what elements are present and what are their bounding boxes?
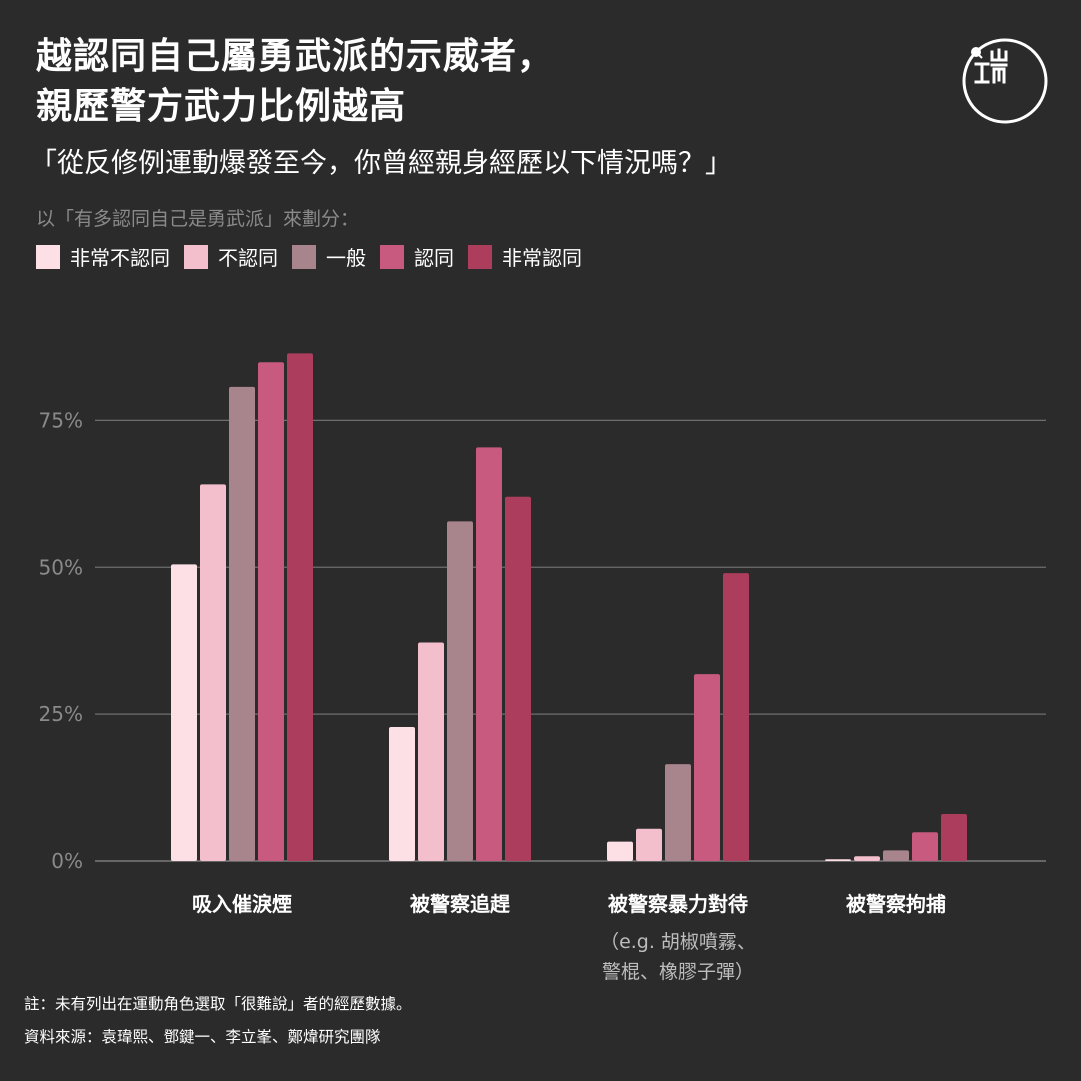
- bar-chart: 0% 25% 50% 75% 吸入催淚煙 被警察追趕 被警察暴力對待 （e.g. 胡椒噴霧、警…: [39, 353, 1046, 983]
- y-tick-label: 0%: [51, 849, 83, 873]
- legend: 非常不認同 不認同 一般 認同 非常認同: [36, 242, 596, 271]
- chart-subtitle: 「從反修例運動爆發至今，你曾經親身經歷以下情況嗎？」: [30, 148, 732, 179]
- footnote: 註：未有列出在運動角色選取「很難說」者的經歷數據。: [24, 995, 412, 1013]
- bar: [665, 764, 691, 861]
- legend-swatch: [380, 244, 404, 269]
- bar: [636, 828, 662, 861]
- legend-item: 認同: [380, 242, 454, 271]
- legend-label: 非常不認同: [70, 246, 170, 270]
- bar: [607, 841, 633, 861]
- chart-title: 越認同自己屬勇武派的示威者， 親歷警方武力比例越高: [36, 32, 554, 132]
- grouping-note: 以「有多認同自己是勇武派」來劃分：: [36, 208, 360, 230]
- legend-label: 非常認同: [502, 246, 582, 270]
- bar: [505, 496, 531, 861]
- bar: [447, 521, 473, 861]
- x-category-label: 被警察拘捕: [846, 892, 946, 916]
- bar: [941, 814, 967, 861]
- legend-label: 一般: [326, 246, 366, 270]
- legend-item: 非常認同: [468, 242, 582, 271]
- legend-swatch: [36, 244, 60, 269]
- bar: [287, 353, 313, 861]
- bar: [418, 642, 444, 861]
- legend-item: 非常不認同: [36, 242, 170, 271]
- bar: [723, 573, 749, 861]
- bar: [229, 386, 255, 861]
- bar: [258, 362, 284, 861]
- title-line-1: 越認同自己屬勇武派的示威者，: [36, 36, 555, 77]
- data-source: 資料來源：袁瑋熙、鄧鍵一、李立峯、鄭煒研究團隊: [24, 1028, 381, 1046]
- bar: [476, 447, 502, 861]
- y-tick-label: 25%: [39, 702, 83, 726]
- legend-swatch: [468, 244, 492, 269]
- bar: [854, 856, 880, 861]
- legend-label: 不認同: [218, 246, 278, 270]
- legend-item: 不認同: [184, 242, 278, 271]
- x-category-label: 吸入催淚煙: [192, 892, 292, 916]
- legend-item: 一般: [292, 242, 366, 271]
- bar: [912, 832, 938, 861]
- x-category-label: 被警察暴力對待: [608, 892, 748, 916]
- x-category-sublabel: 警棍、橡膠子彈）: [602, 961, 754, 983]
- bar: [200, 484, 226, 861]
- legend-swatch: [292, 244, 316, 269]
- bar: [389, 727, 415, 861]
- initium-media-logo-icon: [962, 38, 1048, 124]
- bar: [171, 564, 197, 861]
- y-tick-label: 50%: [39, 555, 83, 579]
- title-line-2: 親歷警方武力比例越高: [36, 86, 407, 127]
- y-tick-label: 75%: [39, 408, 83, 432]
- bar: [825, 859, 851, 861]
- bar: [883, 850, 909, 861]
- x-category-sublabel: （e.g. 胡椒噴霧、: [600, 931, 756, 953]
- legend-swatch: [184, 244, 208, 269]
- legend-label: 認同: [414, 246, 454, 270]
- x-category-label: 被警察追趕: [410, 892, 510, 916]
- bar: [694, 674, 720, 861]
